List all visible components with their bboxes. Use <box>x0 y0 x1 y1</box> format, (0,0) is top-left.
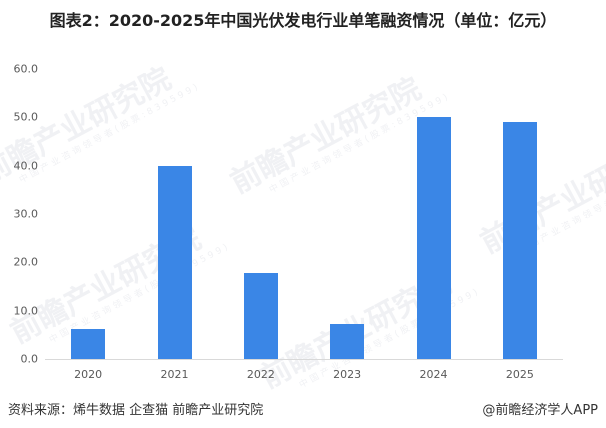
y-tick-label: 0.0 <box>20 352 39 366</box>
x-tick-label: 2021 <box>160 368 189 381</box>
x-tick-label: 2022 <box>246 368 275 381</box>
x-axis-line <box>45 359 563 360</box>
bar-2022 <box>243 272 278 359</box>
y-tick-label: 40.0 <box>13 159 39 173</box>
y-tick-label: 20.0 <box>13 255 39 269</box>
x-tick-label: 2025 <box>505 368 534 381</box>
bar-2020 <box>71 329 106 359</box>
x-tick-label: 2020 <box>74 368 103 381</box>
x-tick-label: 2023 <box>333 368 362 381</box>
x-tick-label: 2024 <box>419 368 448 381</box>
y-tick-label: 30.0 <box>13 207 39 221</box>
bar-2021 <box>157 165 192 359</box>
bar-2025 <box>502 122 537 359</box>
y-tick-label: 50.0 <box>13 110 39 124</box>
y-tick-label: 60.0 <box>13 62 39 76</box>
source-note: 资料来源：烯牛数据 企查猫 前瞻产业研究院 <box>8 403 264 418</box>
bar-2024 <box>416 117 451 359</box>
bar-2023 <box>330 324 365 359</box>
chart-title: 图表2：2020-2025年中国光伏发电行业单笔融资情况（单位：亿元） <box>49 11 557 30</box>
y-tick-label: 10.0 <box>13 304 39 318</box>
credit-note: @前瞻经济学人APP <box>482 403 598 418</box>
